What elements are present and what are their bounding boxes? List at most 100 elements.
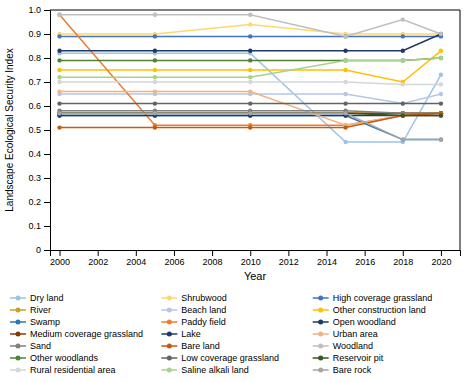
tick-label: 0.7 — [28, 77, 41, 87]
point — [439, 73, 443, 77]
legend-marker — [167, 320, 172, 325]
tick-label: 2020 — [431, 257, 451, 267]
series-line — [60, 34, 441, 51]
tick: 0.4 — [28, 149, 50, 159]
x-axis: 2000200220042006200820102012201420162018… — [50, 250, 460, 267]
tick: 2000 — [50, 250, 70, 267]
point — [153, 34, 157, 38]
legend-entry: Other woodlands — [10, 353, 99, 363]
legend-entry: Lake — [161, 329, 201, 339]
axis-line — [51, 251, 461, 257]
legend-entry: Bare land — [161, 341, 220, 351]
series-line — [60, 53, 441, 142]
point — [439, 92, 443, 96]
legend-label: Bare rock — [333, 365, 372, 375]
point — [57, 125, 61, 129]
tick: 1.0 — [28, 5, 50, 15]
legend-label: Rural residential area — [30, 365, 116, 375]
point — [248, 111, 252, 115]
tick-label: 0 — [36, 245, 41, 255]
legend-label: Medium coverage grassland — [30, 329, 143, 339]
point — [153, 13, 157, 17]
tick-mark — [44, 34, 50, 35]
point — [439, 56, 443, 60]
legend-marker — [318, 296, 323, 301]
point — [439, 137, 443, 141]
y-axis: 00.10.20.30.40.50.60.70.80.91.0 — [28, 5, 50, 255]
point — [401, 58, 405, 62]
point — [57, 13, 61, 17]
legend-label: Shrubwood — [181, 293, 227, 303]
legend-label: Dry land — [30, 293, 64, 303]
legend-entry: Shrubwood — [161, 293, 227, 303]
legend-label: Other woodlands — [30, 353, 99, 363]
legend-entry: River — [10, 305, 51, 315]
point — [343, 68, 347, 72]
legend-entry: Swamp — [10, 317, 60, 327]
tick: 2020 — [431, 250, 451, 267]
tick-mark — [136, 250, 137, 256]
point — [248, 22, 252, 26]
point — [439, 32, 443, 36]
point — [57, 111, 61, 115]
point — [248, 13, 252, 17]
point — [401, 17, 405, 21]
point — [57, 75, 61, 79]
tick: 0.5 — [28, 125, 50, 135]
tick: 0.2 — [28, 197, 50, 207]
tick: 0 — [36, 245, 50, 255]
legend-entry: Urban area — [313, 329, 378, 339]
point — [248, 58, 252, 62]
point — [439, 113, 443, 117]
legend-label: Saline alkali land — [181, 365, 249, 375]
legend-marker — [16, 296, 21, 301]
point — [153, 111, 157, 115]
legend-marker — [318, 308, 323, 313]
tick: 0.1 — [28, 221, 50, 231]
x-axis-title: Year — [244, 270, 267, 282]
point — [401, 82, 405, 86]
point — [248, 49, 252, 53]
legend-label: Paddy field — [181, 317, 226, 327]
point — [153, 111, 157, 115]
tick-label: 2012 — [279, 257, 299, 267]
point — [248, 80, 252, 84]
point — [439, 137, 443, 141]
tick-mark — [44, 202, 50, 203]
legend-marker — [16, 356, 21, 361]
tick-label: 0.4 — [28, 149, 41, 159]
point — [439, 113, 443, 117]
legend-entry: Paddy field — [161, 317, 226, 327]
point — [153, 80, 157, 84]
legend-marker — [167, 344, 172, 349]
tick-mark — [44, 58, 50, 59]
legend-label: High coverage grassland — [333, 293, 433, 303]
point — [248, 125, 252, 129]
point — [153, 125, 157, 129]
tick: 2014 — [317, 250, 337, 267]
tick-label: 2010 — [241, 257, 261, 267]
legend-marker — [318, 356, 323, 361]
point — [343, 34, 347, 38]
point — [57, 80, 61, 84]
point — [153, 101, 157, 105]
legend-marker — [167, 296, 172, 301]
point — [248, 89, 252, 93]
point — [343, 125, 347, 129]
point — [343, 92, 347, 96]
legend-entry: Saline alkali land — [161, 365, 249, 375]
tick: 2008 — [203, 250, 223, 267]
legend-label: River — [30, 305, 51, 315]
chart: 2000200220042006200820102012201420162018… — [0, 0, 474, 382]
point — [343, 80, 347, 84]
point — [401, 49, 405, 53]
legend-label: Lake — [181, 329, 201, 339]
point — [401, 113, 405, 117]
legend-label: Reservoir pit — [333, 353, 384, 363]
series-line — [60, 15, 441, 37]
point — [57, 111, 61, 115]
tick-label: 0.1 — [28, 221, 41, 231]
tick-label: 0.9 — [28, 29, 41, 39]
legend-marker — [318, 344, 323, 349]
tick-mark — [44, 10, 50, 11]
